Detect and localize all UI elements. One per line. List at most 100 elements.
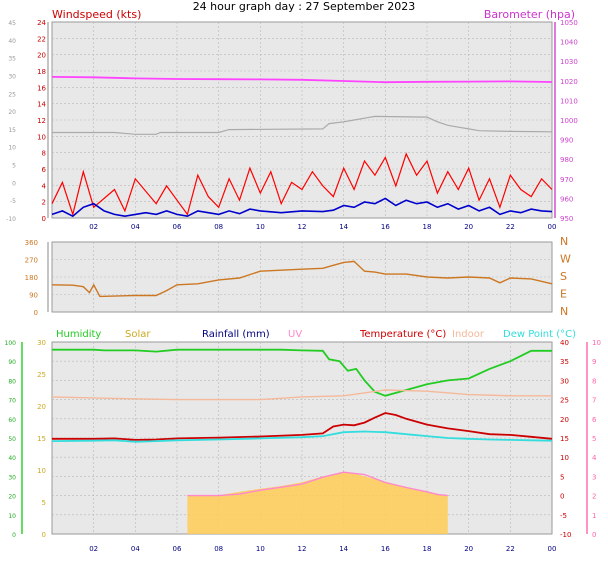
wind-outer-tick: -5 — [10, 198, 16, 205]
time-label: 16 — [381, 545, 390, 553]
uv-tick: 9 — [592, 358, 596, 366]
humidity-tick: 20 — [8, 494, 16, 501]
baro-line — [51, 76, 553, 84]
wind-tick: 12 — [37, 117, 46, 125]
legend-item: Dew Point (°C) — [503, 329, 576, 340]
dir-compass: N — [560, 235, 568, 248]
time-label: 14 — [339, 545, 348, 553]
time-label: 22 — [506, 223, 515, 231]
uv-tick: 1 — [592, 512, 596, 520]
wind-outer-tick: 35 — [8, 56, 16, 63]
humidity-tick: 70 — [8, 398, 16, 405]
uv-tick: 5 — [592, 435, 596, 443]
wind-outer-tick: 15 — [8, 127, 16, 134]
dir-compass: E — [560, 288, 567, 301]
solar-tick: 10 — [37, 467, 46, 475]
wind-tick: 22 — [37, 35, 46, 43]
dir-tick: 180 — [25, 274, 38, 282]
solar-tick: 20 — [37, 403, 46, 411]
uv-tick: 8 — [592, 377, 596, 385]
title-area: 24 hour graph day : 27 September 2023 — [193, 0, 416, 13]
time-label: 18 — [423, 223, 432, 231]
time-label: 04 — [131, 545, 140, 553]
dir-compass: S — [560, 270, 567, 283]
time-label: 16 — [381, 223, 390, 231]
wind-outer-tick: 20 — [8, 109, 16, 116]
solar-tick: 15 — [37, 435, 46, 443]
gust-line — [51, 152, 553, 217]
legend-item: UV — [288, 329, 302, 340]
baro-tick: 1030 — [560, 58, 578, 66]
panels: 454035302520151050-5-1024222018161412108… — [5, 8, 601, 553]
temp-tick: 15 — [560, 435, 569, 443]
time-label: 10 — [256, 545, 265, 553]
baro-tick: 1050 — [560, 19, 578, 27]
time-label: 08 — [214, 545, 223, 553]
wind-line — [51, 197, 553, 218]
time-label: 12 — [298, 223, 307, 231]
legend-item: Temperature (°C) — [359, 329, 446, 340]
chart-title: 24 hour graph day : 27 September 2023 — [193, 0, 416, 13]
dir-compass: N — [560, 305, 568, 318]
dir-tick: 90 — [29, 292, 38, 300]
dir-compass: W — [560, 253, 571, 266]
humidity-line — [52, 348, 552, 397]
temperature-line — [52, 412, 553, 441]
humidity-tick: 40 — [8, 455, 16, 462]
temp-tick: -10 — [560, 531, 571, 539]
time-label: 12 — [298, 545, 307, 553]
direction-line — [51, 260, 553, 298]
time-label: 02 — [89, 545, 98, 553]
temp-tick: 25 — [560, 397, 569, 405]
solar-tick: 30 — [37, 339, 46, 347]
baro-tick: 1000 — [560, 117, 578, 125]
wind-outer-tick: 10 — [8, 145, 16, 152]
wind-outer-tick: 0 — [12, 180, 16, 187]
solar-tick: 25 — [37, 371, 46, 379]
time-label: 02 — [89, 223, 98, 231]
temp-tick: 30 — [560, 377, 569, 385]
wind-outer-tick: 5 — [12, 163, 16, 170]
humidity-tick: 100 — [5, 340, 17, 347]
legend: Humidity Solar Rainfall (mm) UV Temperature … — [56, 329, 576, 340]
wind-tick: 0 — [42, 215, 46, 223]
uv-line — [187, 471, 448, 497]
wind-tick: 6 — [42, 166, 47, 174]
time-label: 20 — [464, 223, 473, 231]
baro-tick: 960 — [560, 195, 573, 203]
uv-tick: 2 — [592, 493, 596, 501]
temp-tick: 35 — [560, 358, 569, 366]
legend-item: Indoor — [452, 329, 485, 340]
dir-tick: 270 — [25, 257, 38, 265]
baro-axis-label: Barometer (hpa) — [484, 8, 575, 21]
humidity-tick: 10 — [8, 513, 16, 520]
time-label: 20 — [464, 545, 473, 553]
wind-outer-tick: 25 — [8, 91, 16, 98]
legend-item: Rainfall (mm) — [202, 329, 270, 340]
baro-tick: 970 — [560, 176, 573, 184]
uv-tick: 10 — [592, 339, 601, 347]
temp-tick: 40 — [560, 339, 569, 347]
wind-tick: 14 — [37, 101, 46, 109]
dir-tick: 0 — [34, 309, 38, 317]
dewpoint-line — [51, 430, 553, 443]
solar-area — [187, 472, 448, 534]
wind-outer-tick: 45 — [8, 20, 16, 27]
wind-outer-tick: 30 — [8, 73, 16, 80]
humidity-tick: 90 — [8, 359, 16, 366]
time-label: 06 — [173, 223, 182, 231]
uv-tick: 6 — [592, 416, 597, 424]
baro-tick: 980 — [560, 156, 573, 164]
time-label: 10 — [256, 223, 265, 231]
uv-tick: 3 — [592, 473, 596, 481]
wind-tick: 18 — [37, 68, 46, 76]
time-label: 18 — [423, 545, 432, 553]
temp-tick: 10 — [560, 454, 569, 462]
grey-line — [52, 115, 553, 135]
wind-outer-tick: 40 — [8, 38, 16, 45]
baro-tick: 1020 — [560, 78, 578, 86]
temp-tick: -5 — [560, 512, 567, 520]
baro-tick: 950 — [560, 215, 573, 223]
baro-tick: 1010 — [560, 97, 578, 105]
